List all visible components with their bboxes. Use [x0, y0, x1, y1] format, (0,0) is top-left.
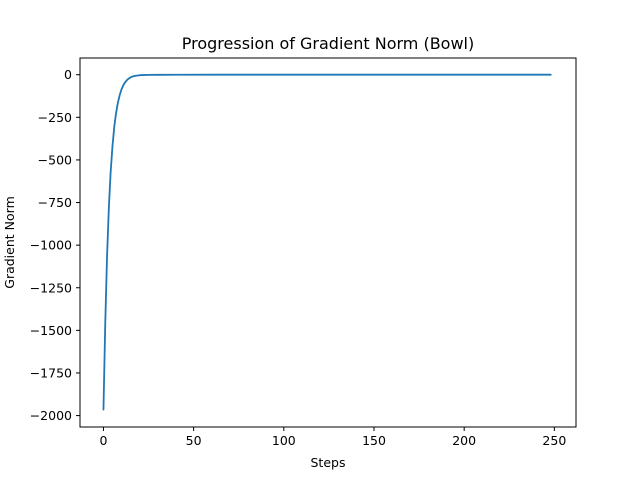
x-tick-label: 0: [99, 433, 107, 448]
x-tick-label: 50: [186, 433, 202, 448]
x-tick-label: 150: [362, 433, 386, 448]
y-tick-label: 0: [64, 67, 72, 82]
chart-title: Progression of Gradient Norm (Bowl): [182, 34, 474, 53]
y-tick-label: −250: [38, 110, 72, 125]
y-tick-label: −1750: [30, 365, 72, 380]
axes-frame: [79, 57, 577, 428]
y-tick-label: −750: [38, 195, 72, 210]
x-axis-label: Steps: [311, 455, 346, 470]
y-axis-label: Gradient Norm: [2, 196, 17, 288]
plot-area: [102, 73, 552, 411]
series-line: [102, 73, 552, 411]
y-tick-label: −2000: [30, 408, 72, 423]
x-tick-label: 100: [272, 433, 296, 448]
y-tick-label: −500: [38, 152, 72, 167]
y-tick-label: −1500: [30, 323, 72, 338]
y-tick-label: −1250: [30, 280, 72, 295]
x-tick-label: 200: [452, 433, 476, 448]
x-tick-label: 250: [542, 433, 566, 448]
y-tick-label: −1000: [30, 238, 72, 253]
